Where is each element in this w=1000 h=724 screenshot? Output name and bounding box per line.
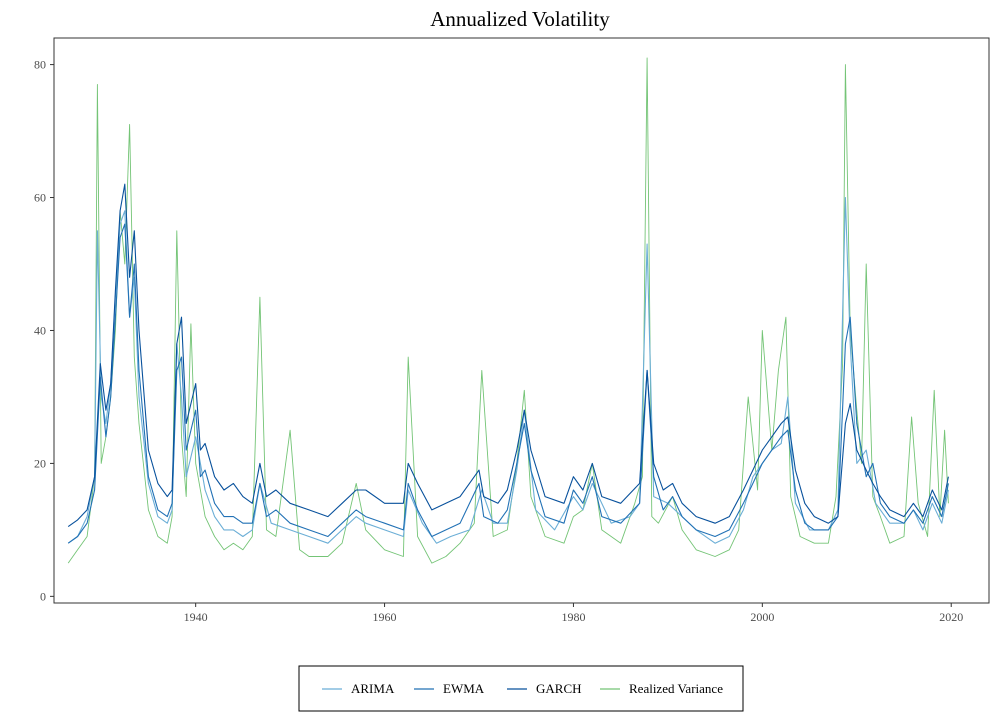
x-tick-label: 2000 xyxy=(750,610,774,624)
y-tick-label: 60 xyxy=(34,191,46,205)
series-line-arima xyxy=(67,196,949,544)
y-axis: 0 20 40 60 80 xyxy=(34,58,54,603)
series-line-garch xyxy=(67,183,949,528)
legend-label-garch: GARCH xyxy=(536,681,582,696)
y-tick-label: 40 xyxy=(34,323,46,337)
x-tick-label: 1940 xyxy=(184,610,208,624)
x-tick-label: 2020 xyxy=(939,610,963,624)
legend-label-arima: ARIMA xyxy=(351,681,395,696)
y-tick-label: 20 xyxy=(34,456,46,470)
y-tick-label: 80 xyxy=(34,58,46,72)
plot-panel xyxy=(53,37,990,604)
x-axis: 1940 1960 1980 2000 2020 xyxy=(184,603,963,624)
legend-label-realized-variance: Realized Variance xyxy=(629,681,723,696)
legend: ARIMA EWMA GARCH Realized Variance xyxy=(298,665,744,712)
chart-title: Annualized Volatility xyxy=(430,7,610,31)
series-layer xyxy=(67,57,949,564)
y-tick-label: 0 xyxy=(40,589,46,603)
x-tick-label: 1980 xyxy=(561,610,585,624)
x-tick-label: 1960 xyxy=(373,610,397,624)
series-line-ewma xyxy=(67,223,949,544)
legend-label-ewma: EWMA xyxy=(443,681,485,696)
